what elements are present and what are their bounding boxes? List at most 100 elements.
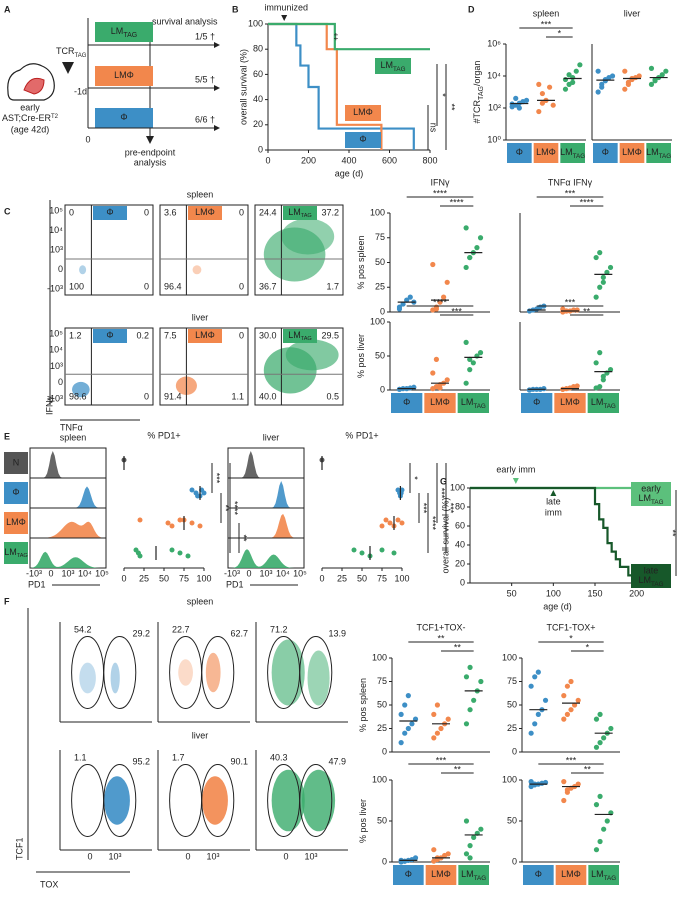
y-tick-label: 10² [488,102,501,112]
row-box [4,512,28,534]
group-box [345,105,381,121]
dot [402,702,408,708]
chart-title: liver [624,8,641,18]
label-part: TAG [573,153,586,160]
quadrant-value: 0 [239,207,244,217]
axis-tick-label: -10³ [26,568,42,578]
quadrant-value: 0 [239,281,244,291]
dot [532,721,538,727]
quadrant-value: 36.7 [259,281,277,291]
dot [523,97,530,103]
y-tick-label: 80 [455,501,465,511]
sig-label: *** [212,473,222,484]
quadrant-value: 24.4 [259,207,277,217]
y-tick-label: 75 [507,676,517,686]
histogram [30,521,106,538]
quadrant-value: 40.0 [259,391,277,401]
dot [597,838,603,845]
dot [539,90,546,97]
group-label: LMΦ [536,147,556,157]
dot [542,697,549,703]
event-cloud [178,659,193,686]
event-cloud [79,265,87,275]
x-axis-label: age (d) [543,601,572,611]
dot [137,517,143,523]
axis-tick-label: -10³ [47,283,63,293]
axis-tick-label: 10³ [108,851,121,861]
survival-line [268,22,415,150]
annotation: imm [545,507,562,517]
label-part: Φ [12,487,19,497]
axis-tick-label: 0 [185,851,190,861]
axis-tick-label: 10⁴ [276,568,290,578]
x-axis-label: age (d) [335,168,364,178]
group-label: LMTAG [461,869,486,882]
dot [528,683,534,689]
y-axis-label: overall survival (%) [238,49,248,125]
dot [433,356,439,362]
dot [622,86,628,92]
label-part: Φ [535,869,542,879]
dot [431,711,437,718]
label-part: Φ [602,147,609,157]
label-part: LM [381,60,394,70]
dot [477,235,484,241]
sig-label: *** [565,297,576,307]
dot [383,517,389,523]
flow-frame [64,327,154,406]
y-axis-label: TCF1 [14,838,24,861]
axis-tick-label: 10³ [50,361,63,371]
dot [431,735,437,741]
gate-value: 29.2 [132,628,150,638]
quadrant-value: 98.6 [69,391,87,401]
y-tick-label: 0 [382,746,387,756]
group-box [95,108,153,128]
dot [169,547,175,553]
label-part: % pos liver [358,799,368,843]
dot [189,520,195,526]
dot [568,678,574,685]
event-cloud [110,662,120,694]
group-box [560,143,585,163]
dot [467,707,473,713]
label: analysis [134,157,167,167]
gate-value: 13.9 [328,628,346,638]
quadrant-value: 0.2 [136,330,149,340]
label-part: TAG [474,875,487,882]
y-tick-label: 50 [507,815,517,825]
quadrant-value: 0 [239,330,244,340]
dot [513,95,519,101]
dot [409,721,415,727]
y-tick-label: 0 [460,577,465,587]
dot [561,797,567,804]
sig-label: ** [454,764,462,774]
label-part: LMΦ [195,207,215,217]
panel-label: E [4,431,10,441]
panel-label: D [468,4,475,14]
label-part: % pos spleen [356,235,366,289]
y-axis-label: IFNγ [44,396,54,415]
dot [600,274,606,280]
dot [437,299,443,305]
label-part: Φ [120,112,127,122]
dot [396,386,403,392]
flow-frame [254,327,344,406]
histogram [228,451,304,478]
sig-label: *** [451,306,462,316]
y-tick-label: 0 [512,856,517,866]
dot [471,834,477,841]
legend-box [631,482,671,506]
group-label: LMΦ [561,869,581,879]
label-part: Φ [359,134,366,144]
arrowhead [214,85,220,91]
dot [398,711,404,718]
label: 0 [85,134,90,144]
group-label: LMTAG [591,397,616,410]
row-title: spleen [187,596,214,606]
group-label: LMTAG [639,493,664,506]
x-tick-label: 75 [179,573,189,583]
group-box [95,66,153,86]
dot [431,847,437,853]
axis-tick-label: 10⁵ [49,328,63,338]
sig-label: **** [433,297,448,307]
